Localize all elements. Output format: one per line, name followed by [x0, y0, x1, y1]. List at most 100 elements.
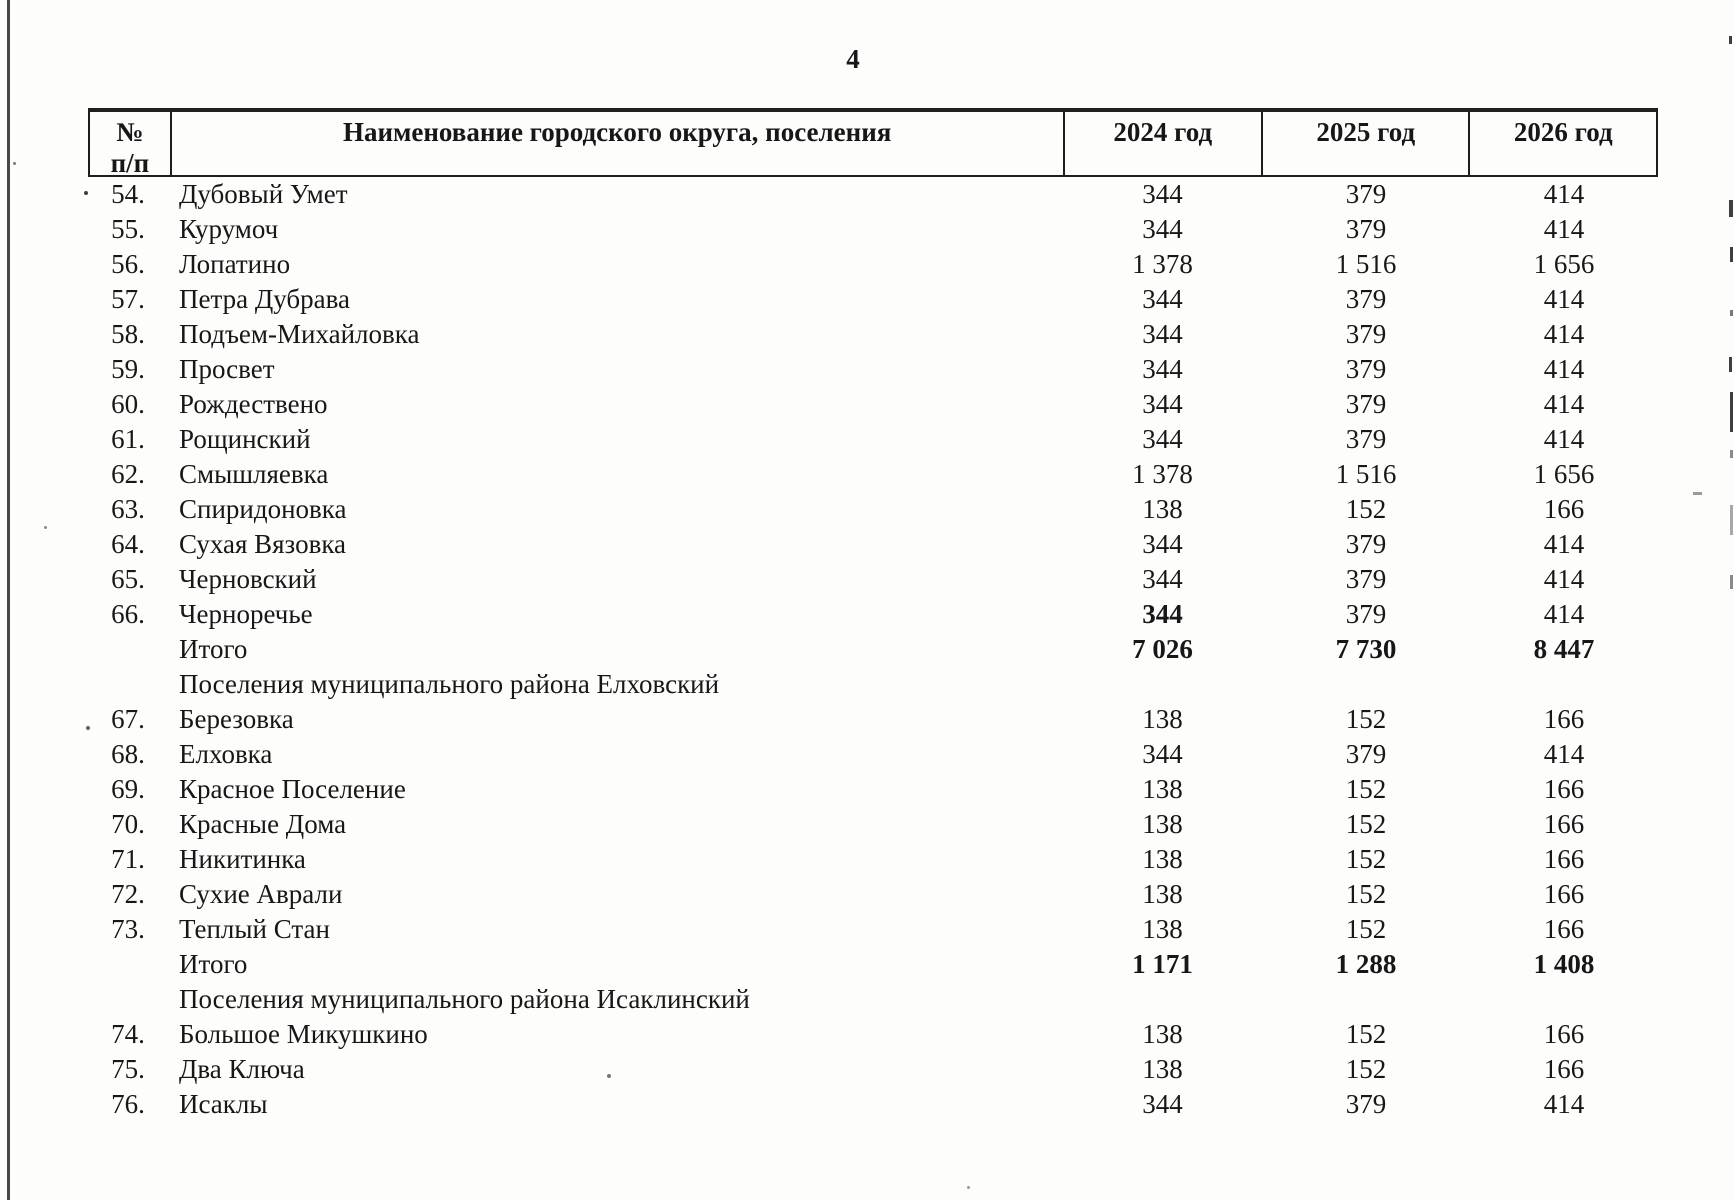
- settlement-name-cell: Итого: [179, 949, 248, 979]
- settlement-name-cell: Курумоч: [179, 214, 279, 244]
- row-number-cell: 71.: [111, 844, 145, 874]
- table-row: 73. Теплый Стан 138 152 166: [88, 912, 1658, 947]
- value-2024-cell: 344: [1142, 599, 1183, 629]
- row-number-cell: 54.: [111, 179, 145, 209]
- value-2024-cell: [1063, 982, 1262, 1017]
- settlement-name-cell: Петра Дубрава: [179, 284, 351, 314]
- value-2026-cell: [1470, 982, 1658, 1017]
- value-2024-cell: 138: [1142, 809, 1183, 839]
- value-2025-cell: 1 516: [1335, 249, 1397, 279]
- scan-artifact: [1730, 392, 1733, 432]
- table-row: 54. Дубовый Умет 344 379 414: [88, 177, 1658, 212]
- scan-artifact: [1730, 247, 1733, 262]
- header-cell-name: Наименование городского округа, поселени…: [169, 112, 1063, 175]
- value-2025-cell: [1262, 982, 1470, 1017]
- table-row: 69. Красное Поселение 138 152 166: [88, 772, 1658, 807]
- settlement-name-cell: Просвет: [179, 354, 275, 384]
- value-2026-cell: 166: [1543, 494, 1585, 524]
- row-number-cell: 58.: [111, 319, 145, 349]
- header-num-line1: №: [116, 117, 144, 147]
- value-2026-cell: 414: [1543, 564, 1585, 594]
- table-body: 54. Дубовый Умет 344 379 414 55. Курумоч 344 379…: [88, 177, 1658, 1122]
- value-2025-cell: 152: [1345, 809, 1387, 839]
- table-row: 61. Рощинский 344 379 414: [88, 422, 1658, 457]
- row-number-cell: 66.: [111, 599, 145, 629]
- value-2025-cell: 152: [1345, 1019, 1387, 1049]
- value-2026-cell: 1 408: [1533, 949, 1595, 979]
- row-number-cell: 62.: [111, 459, 145, 489]
- scan-artifact: [1730, 575, 1733, 589]
- settlement-name-cell: Смышляевка: [179, 459, 329, 489]
- settlement-name-cell: Никитинка: [179, 844, 306, 874]
- settlement-name-cell: Большое Микушкино: [179, 1019, 428, 1049]
- table-row: 64. Сухая Вязовка 344 379 414: [88, 527, 1658, 562]
- row-number-cell: 63.: [111, 494, 145, 524]
- value-2025-cell: 379: [1345, 529, 1387, 559]
- table-row: 67. Березовка 138 152 166: [88, 702, 1658, 737]
- value-2025-cell: 152: [1345, 844, 1387, 874]
- settlement-name-cell: Поселения муниципального района Исаклинс…: [179, 984, 750, 1014]
- value-2024-cell: 1 378: [1132, 249, 1193, 279]
- value-2025-cell: 152: [1345, 879, 1387, 909]
- table-row: 66. Черноречье 344 379 414: [88, 597, 1658, 632]
- value-2026-cell: 1 656: [1533, 459, 1595, 489]
- settlement-name-cell: Сухая Вязовка: [179, 529, 347, 559]
- settlement-name-cell: Красное Поселение: [179, 774, 406, 804]
- settlement-name-cell: Два Ключа: [179, 1054, 305, 1084]
- value-2024-cell: 344: [1142, 564, 1183, 594]
- scan-artifact: [1730, 505, 1733, 535]
- settlement-name-cell: Поселения муниципального района Елховски…: [179, 669, 720, 699]
- value-2026-cell: 1 656: [1533, 249, 1595, 279]
- value-2024-cell: 344: [1142, 389, 1183, 419]
- row-number-cell: 74.: [111, 1019, 145, 1049]
- value-2025-cell: 379: [1345, 319, 1387, 349]
- settlement-name-cell: Черноречье: [179, 599, 313, 629]
- table-header-row: № п/п Наименование городского округа, по…: [88, 108, 1658, 178]
- row-number-cell: [88, 632, 168, 667]
- settlement-name-cell: Дубовый Умет: [179, 179, 348, 209]
- table-row: 63. Спиридоновка 138 152 166: [88, 492, 1658, 527]
- row-number-cell: 73.: [111, 914, 145, 944]
- total-row: Итого 1 171 1 288 1 408: [88, 947, 1658, 982]
- row-number-cell: 75.: [111, 1054, 145, 1084]
- row-number-cell: 72.: [111, 879, 145, 909]
- value-2026-cell: 166: [1543, 704, 1585, 734]
- row-number-cell: 57.: [111, 284, 145, 314]
- value-2024-cell: 344: [1142, 319, 1183, 349]
- value-2025-cell: 152: [1345, 914, 1387, 944]
- table-row: 75. Два Ключа 138 152 166: [88, 1052, 1658, 1087]
- table-row: 55. Курумоч 344 379 414: [88, 212, 1658, 247]
- value-2026-cell: 414: [1543, 599, 1585, 629]
- value-2024-cell: 344: [1142, 529, 1183, 559]
- table-row: 62. Смышляевка 1 378 1 516 1 656: [88, 457, 1658, 492]
- value-2026-cell: 414: [1543, 179, 1585, 209]
- scan-artifact: [1729, 36, 1732, 44]
- row-number-cell: [88, 947, 168, 982]
- scan-artifact: [44, 526, 47, 529]
- table-row: 56. Лопатино 1 378 1 516 1 656: [88, 247, 1658, 282]
- value-2026-cell: 414: [1543, 354, 1585, 384]
- table-row: 59. Просвет 344 379 414: [88, 352, 1658, 387]
- value-2024-cell: 344: [1142, 354, 1183, 384]
- row-number-cell: 60.: [111, 389, 145, 419]
- scan-artifact: [1693, 492, 1702, 495]
- settlement-name-cell: Сухие Аврали: [179, 879, 343, 909]
- row-number-cell: 67.: [111, 704, 145, 734]
- value-2024-cell: 138: [1142, 844, 1183, 874]
- section-row: Поселения муниципального района Исаклинс…: [88, 982, 1658, 1017]
- table-row: 74. Большое Микушкино 138 152 166: [88, 1017, 1658, 1052]
- header-cell-2024: 2024 год: [1062, 112, 1262, 175]
- header-num-line2: п/п: [110, 148, 150, 178]
- table-row: 72. Сухие Аврали 138 152 166: [88, 877, 1658, 912]
- value-2026-cell: 414: [1543, 739, 1585, 769]
- value-2026-cell: 414: [1543, 424, 1585, 454]
- value-2025-cell: 152: [1345, 494, 1387, 524]
- value-2025-cell: 7 730: [1335, 634, 1397, 664]
- table-row: 57. Петра Дубрава 344 379 414: [88, 282, 1658, 317]
- value-2026-cell: 414: [1543, 214, 1585, 244]
- scan-artifact: [86, 726, 90, 730]
- value-2025-cell: 152: [1345, 1054, 1387, 1084]
- table-row: 58. Подъем-Михайловка 344 379 414: [88, 317, 1658, 352]
- value-2026-cell: 166: [1543, 1054, 1585, 1084]
